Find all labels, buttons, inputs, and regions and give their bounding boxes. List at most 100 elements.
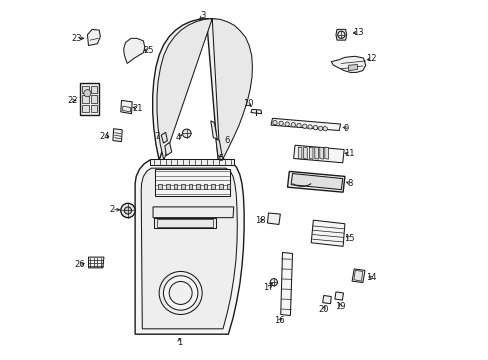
Polygon shape <box>250 109 261 114</box>
Circle shape <box>302 124 306 129</box>
Text: 18: 18 <box>255 216 265 225</box>
Polygon shape <box>150 159 234 165</box>
Polygon shape <box>155 169 230 196</box>
Polygon shape <box>91 95 97 103</box>
Circle shape <box>182 129 191 138</box>
Polygon shape <box>153 207 233 218</box>
Text: 9: 9 <box>342 123 347 132</box>
Polygon shape <box>152 19 251 162</box>
Polygon shape <box>335 30 346 40</box>
Polygon shape <box>219 184 222 189</box>
Polygon shape <box>348 64 357 71</box>
Circle shape <box>272 121 277 125</box>
Circle shape <box>285 122 289 126</box>
Polygon shape <box>196 184 200 189</box>
Polygon shape <box>324 147 328 159</box>
Polygon shape <box>290 174 342 190</box>
Polygon shape <box>141 168 237 329</box>
Polygon shape <box>319 147 323 159</box>
Polygon shape <box>135 160 244 334</box>
Polygon shape <box>353 270 362 281</box>
Circle shape <box>83 90 91 97</box>
Polygon shape <box>121 100 132 114</box>
Polygon shape <box>91 86 97 93</box>
Text: 10: 10 <box>243 99 254 108</box>
Polygon shape <box>351 269 364 283</box>
Polygon shape <box>82 105 88 112</box>
Polygon shape <box>161 132 167 143</box>
Polygon shape <box>87 30 100 45</box>
Polygon shape <box>298 147 301 159</box>
Polygon shape <box>226 184 230 189</box>
Circle shape <box>159 271 202 315</box>
Polygon shape <box>158 184 162 189</box>
Circle shape <box>290 123 295 127</box>
Text: 22: 22 <box>68 96 78 105</box>
Polygon shape <box>88 257 104 268</box>
Text: 3: 3 <box>200 11 205 20</box>
Polygon shape <box>211 184 215 189</box>
Text: 4: 4 <box>176 133 181 142</box>
Polygon shape <box>113 129 122 141</box>
Circle shape <box>169 282 192 305</box>
Polygon shape <box>157 19 252 162</box>
Polygon shape <box>82 95 88 103</box>
Polygon shape <box>123 39 144 63</box>
Polygon shape <box>270 118 340 131</box>
Polygon shape <box>203 184 207 189</box>
Text: 25: 25 <box>143 46 153 55</box>
Text: 26: 26 <box>74 260 85 269</box>
Polygon shape <box>314 147 318 159</box>
Text: 20: 20 <box>318 305 328 314</box>
Polygon shape <box>181 184 184 189</box>
Polygon shape <box>303 147 306 159</box>
Polygon shape <box>82 86 88 93</box>
Circle shape <box>270 279 277 286</box>
Text: 8: 8 <box>347 179 352 188</box>
Circle shape <box>163 276 198 310</box>
Polygon shape <box>188 184 192 189</box>
Polygon shape <box>154 218 215 228</box>
Text: 12: 12 <box>366 54 376 63</box>
Polygon shape <box>165 184 169 189</box>
Circle shape <box>318 126 322 131</box>
Polygon shape <box>310 220 344 246</box>
Circle shape <box>323 127 326 131</box>
Text: 24: 24 <box>99 132 110 141</box>
Circle shape <box>278 121 283 126</box>
Text: 21: 21 <box>132 104 142 113</box>
Circle shape <box>296 123 301 128</box>
Text: 14: 14 <box>366 273 376 282</box>
Text: 6: 6 <box>224 136 229 145</box>
Polygon shape <box>322 296 330 304</box>
Text: 13: 13 <box>352 28 363 37</box>
Circle shape <box>337 31 344 39</box>
Text: 1: 1 <box>176 338 182 347</box>
Polygon shape <box>309 147 312 159</box>
Text: 5: 5 <box>218 154 223 163</box>
Text: 23: 23 <box>71 34 82 43</box>
Polygon shape <box>215 139 222 157</box>
Polygon shape <box>156 220 213 226</box>
Text: 16: 16 <box>274 316 285 325</box>
Polygon shape <box>164 142 171 156</box>
Polygon shape <box>267 213 280 225</box>
Polygon shape <box>173 184 177 189</box>
Text: 2: 2 <box>109 205 114 214</box>
Circle shape <box>121 203 135 218</box>
Polygon shape <box>280 252 292 316</box>
Text: 17: 17 <box>263 283 273 292</box>
Polygon shape <box>287 171 344 192</box>
Polygon shape <box>122 106 131 112</box>
Polygon shape <box>293 145 344 163</box>
Text: 19: 19 <box>335 302 345 311</box>
Circle shape <box>307 125 312 129</box>
Polygon shape <box>80 83 99 116</box>
Polygon shape <box>330 56 365 72</box>
Polygon shape <box>91 105 97 112</box>
Text: 15: 15 <box>344 234 354 243</box>
Circle shape <box>124 207 131 214</box>
Polygon shape <box>334 292 343 300</box>
Text: 7: 7 <box>154 132 160 141</box>
Polygon shape <box>210 121 217 139</box>
